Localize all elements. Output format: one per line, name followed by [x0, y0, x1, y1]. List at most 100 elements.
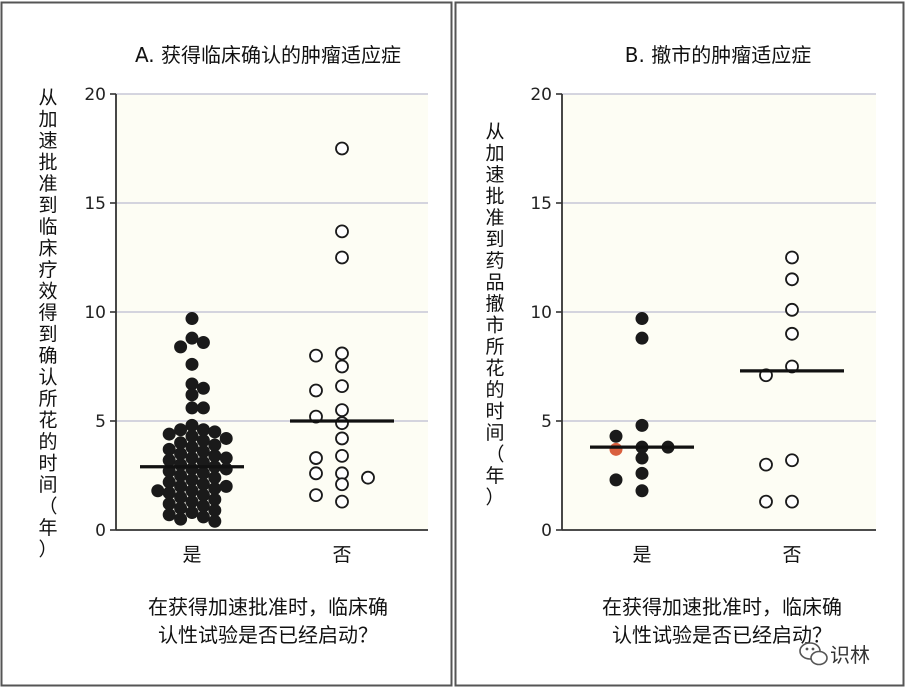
- data-point-highlighted: [609, 442, 623, 456]
- x-tick-label: 是: [182, 544, 201, 566]
- data-point: [635, 331, 649, 345]
- data-point: [162, 442, 176, 456]
- data-point: [185, 506, 199, 520]
- data-point: [219, 451, 233, 465]
- data-point: [219, 479, 233, 493]
- data-point: [185, 473, 199, 487]
- y-tick-label: 20: [84, 85, 106, 105]
- data-point: [196, 423, 210, 437]
- panel-b-chart: 0 5 10 15 20 是 否 从加速批准到药品撤市所花的时间（年）: [485, 85, 876, 566]
- data-point: [635, 451, 649, 465]
- data-point: [609, 429, 623, 443]
- data-point: [174, 447, 188, 461]
- data-point: [335, 431, 349, 446]
- data-point: [335, 141, 349, 156]
- data-point: [162, 497, 176, 511]
- y-tick-label: 10: [530, 303, 552, 323]
- y-tick-label: 10: [84, 303, 106, 323]
- y-tick-label: 5: [541, 412, 552, 432]
- data-point: [185, 357, 199, 371]
- data-point: [785, 453, 799, 468]
- data-point: [185, 312, 199, 326]
- data-point: [609, 473, 623, 487]
- x-tick-label: 否: [782, 544, 801, 566]
- data-point: [196, 499, 210, 513]
- data-point: [361, 470, 375, 485]
- data-point: [174, 469, 188, 482]
- data-point: [635, 418, 649, 432]
- data-point: [208, 438, 222, 452]
- data-point: [785, 272, 799, 287]
- data-point: [208, 503, 222, 517]
- data-point: [174, 512, 188, 526]
- data-point: [162, 486, 176, 500]
- x-tick-label: 是: [632, 544, 651, 566]
- panel-b-title: B. 撤市的肿瘤适应症: [625, 43, 811, 67]
- data-point: [196, 434, 210, 448]
- panel-b-xlabel-line2: 认性试验是否已经启动？: [612, 623, 832, 647]
- data-point: [635, 466, 649, 480]
- data-point: [219, 431, 233, 445]
- data-point: [196, 401, 210, 415]
- data-point: [185, 377, 199, 391]
- data-point: [185, 440, 199, 454]
- data-point: [208, 482, 222, 496]
- data-point: [208, 492, 222, 506]
- watermark: 识林: [799, 642, 870, 667]
- data-point: [309, 488, 323, 503]
- data-point: [208, 425, 222, 439]
- data-point: [174, 458, 188, 472]
- data-point: [151, 484, 165, 498]
- y-axis-label: 从加速批准到临床疗效得到确认所花的时间（年）: [38, 87, 57, 561]
- data-point: [162, 427, 176, 441]
- data-point: [196, 445, 210, 459]
- data-point: [185, 484, 199, 498]
- y-tick-label: 5: [95, 412, 106, 432]
- data-point: [208, 471, 222, 485]
- data-point: [335, 250, 349, 265]
- data-point: [785, 326, 799, 341]
- data-point: [335, 224, 349, 239]
- y-tick-label: 0: [541, 521, 552, 541]
- data-point: [162, 453, 176, 467]
- data-point: [174, 340, 188, 354]
- y-tick-label: 20: [530, 85, 552, 105]
- data-point: [309, 466, 323, 481]
- data-point: [309, 348, 323, 363]
- data-point: [185, 462, 199, 476]
- panel-a-xlabel-line2: 认性试验是否已经启动？: [158, 623, 378, 647]
- data-point: [185, 388, 199, 402]
- data-point: [196, 488, 210, 502]
- data-point: [335, 448, 349, 463]
- data-point: [335, 359, 349, 374]
- watermark-text: 识林: [830, 643, 870, 667]
- data-point: [174, 501, 188, 515]
- panel-a-title: A. 获得临床确认的肿瘤适应症: [135, 43, 401, 67]
- data-point: [162, 508, 176, 522]
- data-point: [196, 336, 210, 350]
- panel-a-xlabel-line1: 在获得加速批准时，临床确: [148, 595, 388, 619]
- data-point: [174, 490, 188, 504]
- data-point: [185, 418, 199, 432]
- wechat-icon: [799, 642, 828, 666]
- panel-a-chart: 0 5 10 15 20 是 否 从加速批准到临床疗效得到确认所花的时间（年）: [38, 85, 428, 566]
- data-point: [785, 302, 799, 317]
- data-point: [219, 462, 233, 476]
- data-point: [759, 457, 773, 472]
- data-point: [185, 331, 199, 345]
- data-point: [185, 451, 199, 465]
- data-point: [335, 379, 349, 394]
- data-point: [174, 436, 188, 450]
- y-tick-label: 15: [530, 194, 552, 214]
- data-point: [185, 401, 199, 415]
- data-point: [208, 514, 222, 528]
- data-point: [635, 312, 649, 326]
- panel-b-xlabel-line1: 在获得加速批准时，临床确: [602, 595, 842, 619]
- y-axis-label: 从加速批准到药品撤市所花的时间（年）: [485, 121, 504, 509]
- data-point: [196, 477, 210, 491]
- y-tick-label: 0: [95, 521, 106, 541]
- data-point: [196, 510, 210, 524]
- data-point: [785, 494, 799, 509]
- data-point: [196, 381, 210, 395]
